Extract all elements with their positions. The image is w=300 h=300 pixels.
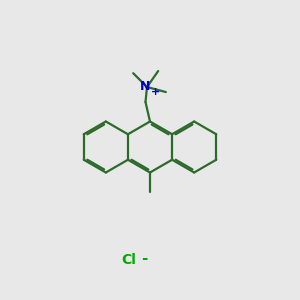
Text: Cl: Cl bbox=[122, 253, 136, 266]
Text: -: - bbox=[141, 250, 148, 266]
Text: +: + bbox=[151, 87, 160, 98]
Text: N: N bbox=[140, 80, 150, 94]
